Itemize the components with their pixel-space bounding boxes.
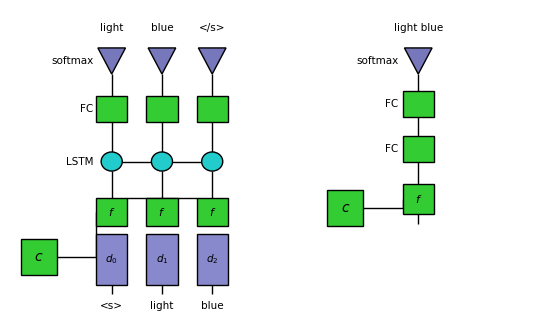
FancyBboxPatch shape [21, 239, 57, 275]
Text: blue: blue [201, 301, 224, 311]
Text: $f$: $f$ [108, 206, 116, 218]
Text: light: light [100, 23, 123, 33]
Ellipse shape [151, 152, 172, 171]
Text: LSTM: LSTM [66, 156, 93, 167]
Text: light blue: light blue [394, 23, 443, 33]
Polygon shape [98, 48, 125, 74]
FancyBboxPatch shape [403, 184, 434, 214]
FancyBboxPatch shape [146, 96, 178, 122]
Text: $f$: $f$ [415, 193, 422, 205]
Text: $c$: $c$ [34, 250, 44, 264]
Text: blue: blue [151, 23, 173, 33]
Text: softmax: softmax [51, 56, 93, 66]
Text: $d_1$: $d_1$ [156, 252, 168, 266]
Text: light: light [150, 301, 174, 311]
Text: FC: FC [386, 99, 399, 109]
Polygon shape [198, 48, 226, 74]
Text: $d_2$: $d_2$ [206, 252, 218, 266]
FancyBboxPatch shape [96, 96, 127, 122]
Text: $c$: $c$ [341, 201, 350, 215]
Text: $f$: $f$ [158, 206, 166, 218]
FancyBboxPatch shape [403, 91, 434, 117]
Text: FC: FC [386, 144, 399, 154]
Text: FC: FC [80, 104, 93, 114]
FancyBboxPatch shape [96, 198, 127, 225]
Polygon shape [404, 48, 432, 74]
Text: </s>: </s> [199, 23, 226, 33]
Ellipse shape [101, 152, 122, 171]
Text: softmax: softmax [356, 56, 399, 66]
FancyBboxPatch shape [146, 198, 178, 225]
FancyBboxPatch shape [403, 136, 434, 162]
Text: $f$: $f$ [208, 206, 216, 218]
FancyBboxPatch shape [327, 190, 363, 226]
FancyBboxPatch shape [197, 234, 228, 285]
Text: $d_0$: $d_0$ [105, 252, 118, 266]
FancyBboxPatch shape [197, 198, 228, 225]
FancyBboxPatch shape [96, 234, 127, 285]
Polygon shape [148, 48, 176, 74]
FancyBboxPatch shape [146, 234, 178, 285]
Ellipse shape [201, 152, 223, 171]
FancyBboxPatch shape [197, 96, 228, 122]
Text: <s>: <s> [100, 301, 123, 311]
